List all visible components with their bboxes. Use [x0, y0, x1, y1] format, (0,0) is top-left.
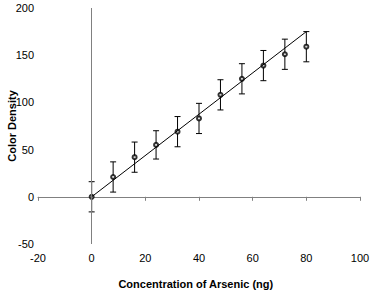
- svg-text:0: 0: [89, 252, 95, 264]
- svg-text:20: 20: [139, 252, 151, 264]
- svg-text:200: 200: [16, 2, 34, 14]
- svg-text:50: 50: [22, 144, 34, 156]
- svg-text:100: 100: [16, 96, 34, 108]
- svg-text:60: 60: [247, 252, 259, 264]
- svg-text:40: 40: [193, 252, 205, 264]
- svg-text:Concentration of Arsenic (ng): Concentration of Arsenic (ng): [118, 278, 273, 290]
- svg-text:150: 150: [16, 49, 34, 61]
- svg-text:-50: -50: [18, 238, 34, 250]
- svg-text:-20: -20: [30, 252, 46, 264]
- svg-text:0: 0: [28, 191, 34, 203]
- svg-text:80: 80: [300, 252, 312, 264]
- svg-text:100: 100: [351, 252, 369, 264]
- svg-text:Color Density: Color Density: [5, 90, 18, 162]
